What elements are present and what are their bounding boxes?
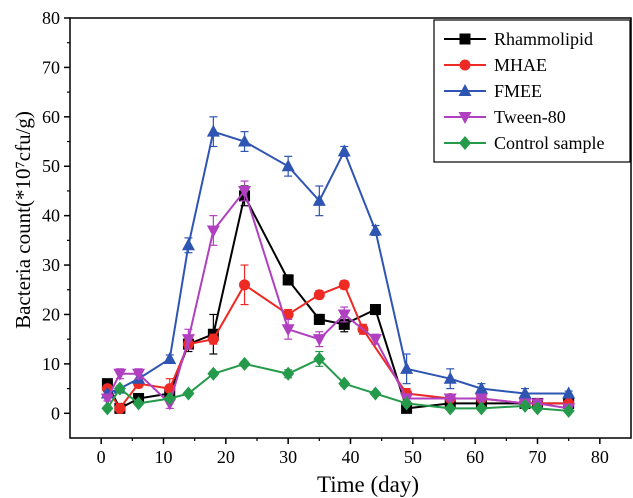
- data-point: [238, 134, 252, 147]
- x-tick-label: 30: [279, 447, 297, 467]
- data-point: [313, 351, 326, 366]
- y-tick-label: 60: [42, 107, 60, 127]
- series-line: [107, 130, 569, 395]
- data-point: [518, 386, 532, 399]
- data-point: [282, 366, 295, 381]
- data-point: [562, 403, 575, 418]
- x-tick-label: 10: [155, 447, 173, 467]
- data-point: [132, 368, 146, 381]
- data-point: [207, 366, 220, 381]
- y-tick-label: 80: [42, 8, 60, 28]
- legend: Rhammolipid MHAE FMEE Tween-80 Control sampl…: [433, 19, 631, 163]
- data-point: [337, 144, 351, 157]
- data-point: [163, 391, 176, 406]
- x-axis-label: Time (day): [317, 472, 419, 497]
- data-point: [400, 361, 414, 374]
- legend-marker: [459, 33, 471, 45]
- data-point: [338, 318, 350, 330]
- chart-axes: 0 10 20 30 40 50 60 70 80 0 10 20 30 40 50 60 70 80: [42, 8, 632, 467]
- y-tick-label: 20: [42, 304, 60, 324]
- data-point: [114, 402, 126, 414]
- y-tick-label: 10: [42, 354, 60, 374]
- data-point: [113, 381, 126, 396]
- y-tick-label: 50: [42, 156, 60, 176]
- data-point: [337, 309, 351, 322]
- legend-marker: [459, 136, 471, 150]
- x-tick-label: 70: [529, 447, 547, 467]
- legend-item: Control sample: [444, 133, 605, 153]
- data-point: [238, 356, 251, 371]
- data-point: [100, 393, 114, 406]
- x-tick-label: 40: [342, 447, 360, 467]
- legend-label: Rhammolipid: [494, 29, 593, 49]
- y-axis-label: Bacteria count(*10⁷cfu/g): [11, 111, 35, 329]
- data-point: [101, 401, 114, 416]
- data-point: [282, 274, 294, 286]
- legend-item: MHAE: [444, 55, 547, 75]
- legend-label: Tween-80: [494, 107, 566, 127]
- x-tick-label: 50: [404, 447, 422, 467]
- data-point: [163, 351, 177, 364]
- data-point: [313, 313, 325, 325]
- data-point: [182, 386, 195, 401]
- data-point: [338, 279, 350, 291]
- series-tween-80: [100, 180, 576, 416]
- legend-item: Tween-80: [444, 107, 566, 127]
- x-tick-label: 0: [97, 447, 106, 467]
- data-point: [312, 334, 326, 347]
- x-tick-label: 80: [591, 447, 609, 467]
- data-point: [239, 279, 251, 291]
- y-tick-label: 40: [42, 206, 60, 226]
- legend-item: FMEE: [444, 81, 542, 101]
- data-point: [368, 223, 382, 236]
- series-fmee: [100, 116, 576, 400]
- data-point: [238, 185, 252, 198]
- data-point: [206, 124, 220, 137]
- data-point: [519, 398, 532, 413]
- data-point: [181, 238, 195, 251]
- data-point: [400, 396, 413, 411]
- data-point: [313, 289, 325, 301]
- data-point: [281, 324, 295, 337]
- x-tick-label: 20: [217, 447, 235, 467]
- plot-area: [100, 116, 576, 418]
- series-control-sample: [101, 350, 575, 418]
- legend-label: MHAE: [494, 55, 547, 75]
- legend-marker: [459, 59, 471, 71]
- data-point: [281, 159, 295, 172]
- y-tick-label: 0: [51, 403, 60, 423]
- data-point: [562, 386, 576, 399]
- data-point: [444, 401, 457, 416]
- legend-marker: [458, 112, 472, 124]
- x-tick-label: 60: [466, 447, 484, 467]
- data-point: [474, 381, 488, 394]
- legend-label: Control sample: [494, 133, 605, 153]
- legend-marker: [458, 84, 472, 96]
- data-point: [475, 401, 488, 416]
- data-point: [369, 304, 381, 316]
- y-tick-label: 30: [42, 255, 60, 275]
- data-point: [443, 393, 457, 406]
- data-point: [531, 401, 544, 416]
- data-point: [206, 225, 220, 238]
- legend-item: Rhammolipid: [444, 29, 593, 49]
- data-point: [338, 376, 351, 391]
- data-point: [443, 371, 457, 384]
- data-point: [369, 386, 382, 401]
- data-point: [312, 193, 326, 206]
- data-point: [368, 334, 382, 347]
- data-point: [181, 334, 195, 347]
- data-point: [282, 308, 294, 320]
- legend-label: FMEE: [494, 81, 542, 101]
- y-tick-label: 70: [42, 57, 60, 77]
- data-point: [207, 333, 219, 345]
- data-point: [474, 393, 488, 406]
- data-point: [113, 368, 127, 381]
- data-point: [132, 396, 145, 411]
